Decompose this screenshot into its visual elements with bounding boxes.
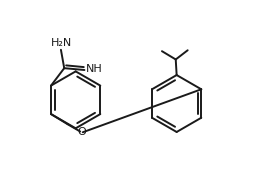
Text: O: O [77,127,86,137]
Text: H₂N: H₂N [51,38,72,48]
Text: NH: NH [86,64,103,74]
